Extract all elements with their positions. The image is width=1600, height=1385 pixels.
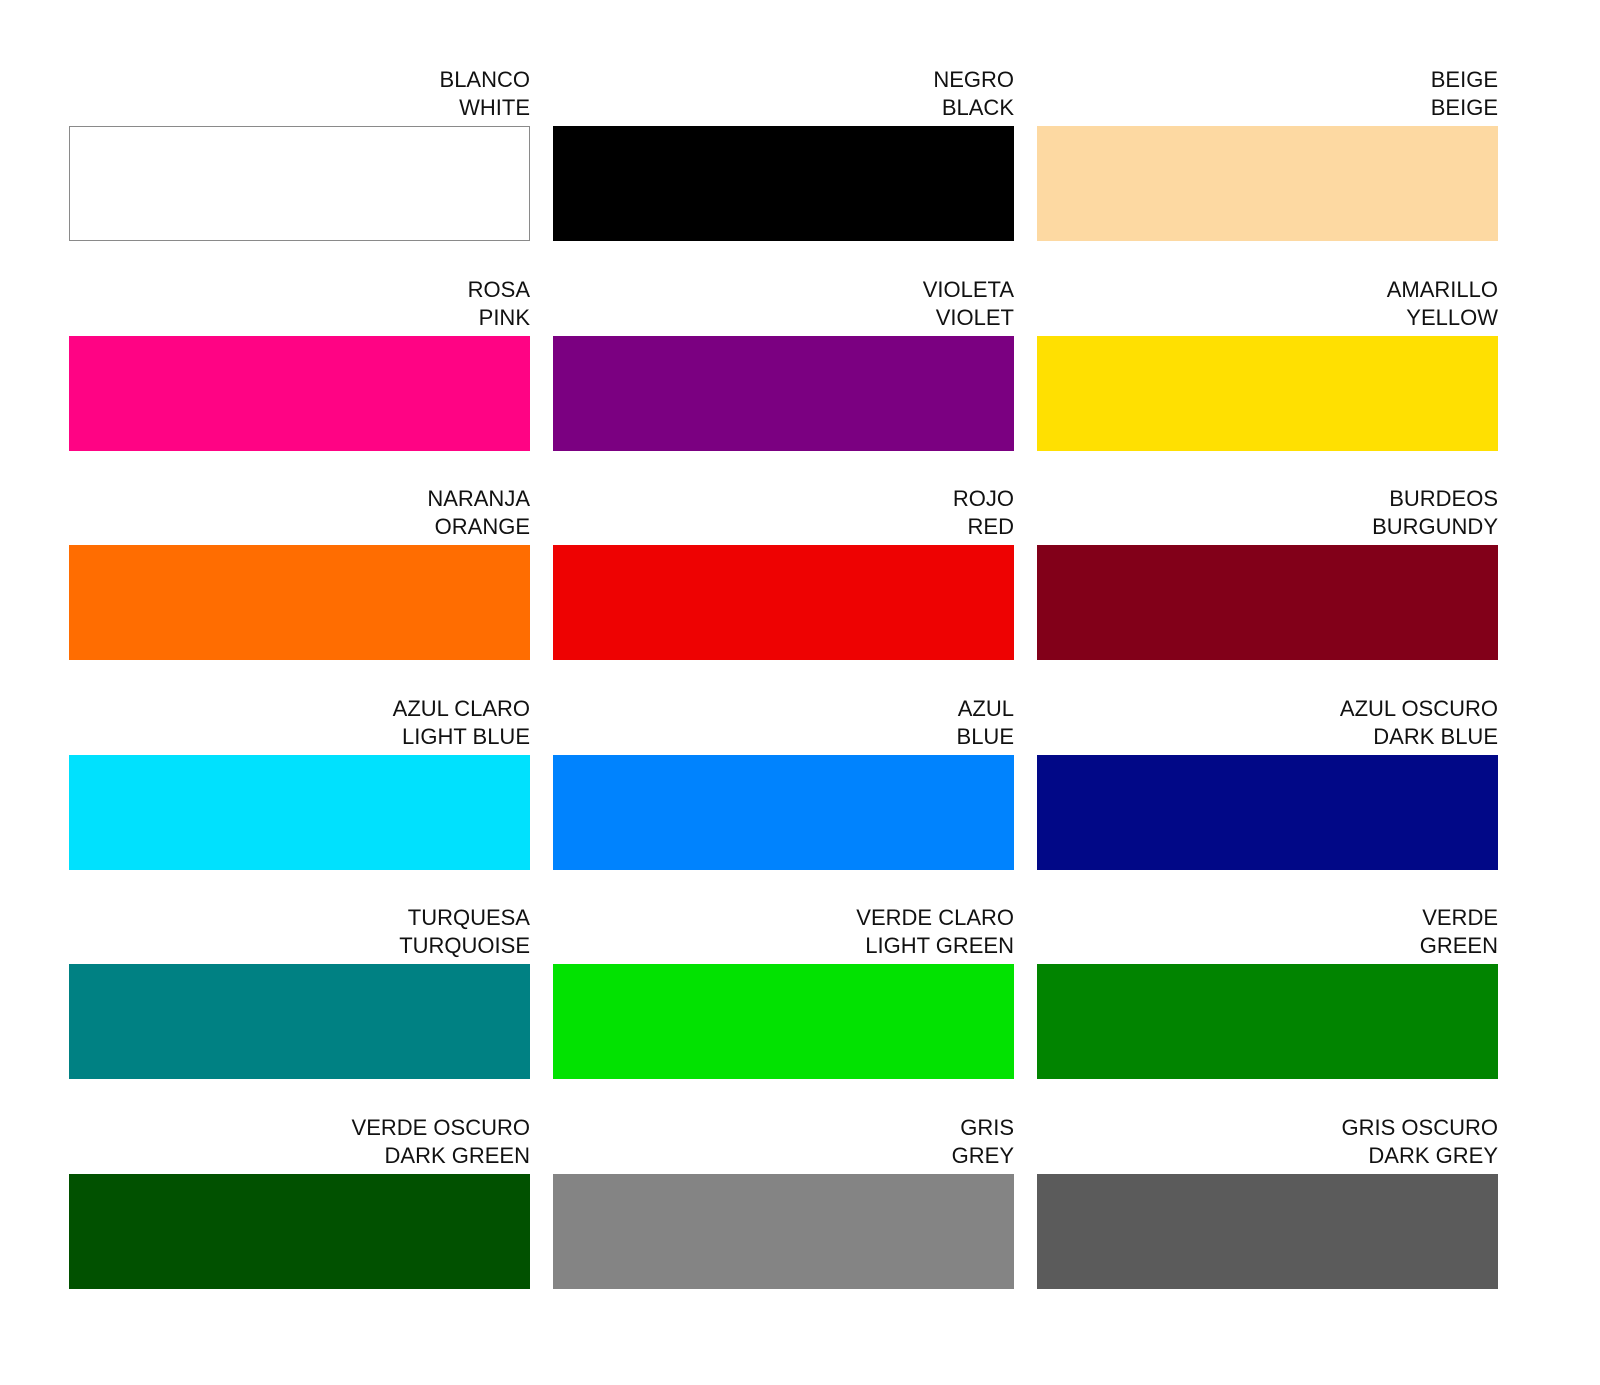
color-swatch-card: NEGRO BLACK — [553, 66, 1014, 276]
color-swatch — [69, 545, 530, 661]
color-swatch — [1037, 126, 1498, 241]
color-swatch — [1037, 754, 1498, 870]
color-swatch — [1037, 1173, 1498, 1289]
spanish-name: GRIS — [960, 1114, 1014, 1140]
color-swatch — [69, 126, 530, 241]
color-swatch — [69, 1173, 530, 1289]
swatch-label: BEIGE BEIGE — [1037, 66, 1498, 126]
english-name: BURGUNDY — [1372, 514, 1498, 540]
color-swatch-card: GRIS OSCURO DARK GREY — [1037, 1114, 1498, 1324]
color-swatch — [553, 754, 1014, 870]
english-name: VIOLET — [935, 304, 1014, 330]
color-swatch — [553, 1173, 1014, 1289]
spanish-name: NEGRO — [933, 67, 1014, 92]
swatch-label: VERDE GREEN — [1037, 904, 1498, 964]
swatch-label: AMARILLO YELLOW — [1037, 276, 1498, 336]
color-swatch-card: NARANJA ORANGE — [69, 485, 530, 695]
spanish-name: AZUL — [957, 695, 1014, 721]
swatch-label: NARANJA ORANGE — [69, 485, 530, 545]
color-swatch-card: ROSA PINK — [69, 276, 530, 486]
swatch-label: BURDEOS BURGUNDY — [1037, 485, 1498, 545]
spanish-name: ROSA — [467, 276, 530, 302]
spanish-name: BLANCO — [439, 67, 530, 92]
color-swatch-card: BEIGE BEIGE — [1037, 66, 1498, 276]
color-swatch — [69, 964, 530, 1080]
english-name: WHITE — [459, 95, 530, 120]
spanish-name: TURQUESA — [407, 905, 530, 931]
spanish-name: BEIGE — [1430, 67, 1498, 92]
english-name: BLACK — [941, 95, 1014, 120]
spanish-name: VERDE — [1422, 905, 1498, 931]
color-swatch-card: VERDE CLARO LIGHT GREEN — [553, 904, 1014, 1114]
color-swatch-card: AZUL BLUE — [553, 695, 1014, 905]
color-swatch-card: GRIS GREY — [553, 1114, 1014, 1324]
english-name: RED — [967, 514, 1014, 540]
english-name: GREY — [951, 1142, 1014, 1168]
english-name: TURQUOISE — [399, 933, 530, 959]
swatch-label: NEGRO BLACK — [553, 66, 1014, 126]
color-swatch-card: VIOLETA VIOLET — [553, 276, 1014, 486]
color-swatch — [553, 964, 1014, 1080]
color-swatch — [69, 335, 530, 451]
color-swatch — [69, 754, 530, 870]
swatch-label: BLANCO WHITE — [69, 66, 530, 126]
swatch-label: AZUL BLUE — [553, 695, 1014, 755]
spanish-name: VIOLETA — [922, 276, 1014, 302]
spanish-name: NARANJA — [427, 486, 530, 512]
swatch-label: ROSA PINK — [69, 276, 530, 336]
english-name: LIGHT GREEN — [865, 933, 1014, 959]
color-swatch — [1037, 545, 1498, 661]
english-name: BEIGE — [1430, 95, 1498, 120]
color-swatch-card: AZUL CLARO LIGHT BLUE — [69, 695, 530, 905]
spanish-name: VERDE OSCURO — [351, 1114, 530, 1140]
swatch-label: ROJO RED — [553, 485, 1014, 545]
swatch-label: VERDE CLARO LIGHT GREEN — [553, 904, 1014, 964]
spanish-name: VERDE CLARO — [856, 905, 1014, 931]
color-swatch — [553, 126, 1014, 241]
spanish-name: AZUL OSCURO — [1339, 695, 1498, 721]
color-swatch-card: BLANCO WHITE — [69, 66, 530, 276]
color-swatch-card: ROJO RED — [553, 485, 1014, 695]
english-name: LIGHT BLUE — [402, 723, 530, 749]
english-name: BLUE — [956, 723, 1014, 749]
color-swatch-card: BURDEOS BURGUNDY — [1037, 485, 1498, 695]
english-name: DARK GREEN — [384, 1142, 530, 1168]
swatch-label: TURQUESA TURQUOISE — [69, 904, 530, 964]
spanish-name: BURDEOS — [1389, 486, 1498, 512]
color-swatch — [553, 335, 1014, 451]
spanish-name: GRIS OSCURO — [1341, 1114, 1498, 1140]
swatch-label: AZUL CLARO LIGHT BLUE — [69, 695, 530, 755]
color-swatch-card: VERDE GREEN — [1037, 904, 1498, 1114]
color-swatch — [1037, 964, 1498, 1080]
color-swatch-card: TURQUESA TURQUOISE — [69, 904, 530, 1114]
color-swatch-card: VERDE OSCURO DARK GREEN — [69, 1114, 530, 1324]
spanish-name: AZUL CLARO — [392, 695, 530, 721]
english-name: YELLOW — [1406, 304, 1498, 330]
color-swatch-card: AMARILLO YELLOW — [1037, 276, 1498, 486]
english-name: DARK GREY — [1368, 1142, 1498, 1168]
english-name: PINK — [478, 304, 530, 330]
english-name: DARK BLUE — [1373, 723, 1498, 749]
english-name: GREEN — [1419, 933, 1498, 959]
swatch-label: VERDE OSCURO DARK GREEN — [69, 1114, 530, 1174]
swatch-label: VIOLETA VIOLET — [553, 276, 1014, 336]
swatch-label: AZUL OSCURO DARK BLUE — [1037, 695, 1498, 755]
swatch-label: GRIS GREY — [553, 1114, 1014, 1174]
color-swatch-grid: BLANCO WHITE NEGRO BLACK BEIGE BEIGE ROSA PINK V… — [69, 66, 1498, 1324]
swatch-label: GRIS OSCURO DARK GREY — [1037, 1114, 1498, 1174]
spanish-name: ROJO — [952, 486, 1014, 512]
color-swatch — [553, 545, 1014, 661]
color-swatch — [1037, 335, 1498, 451]
color-swatch-card: AZUL OSCURO DARK BLUE — [1037, 695, 1498, 905]
spanish-name: AMARILLO — [1386, 276, 1498, 302]
english-name: ORANGE — [434, 514, 530, 540]
